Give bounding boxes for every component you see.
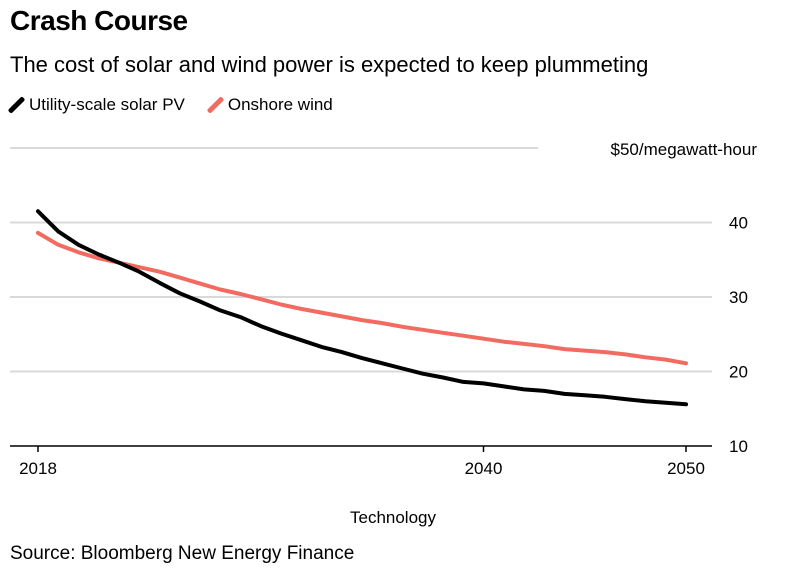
y-tick-label-10: 10 [729,437,748,456]
series-line-solar [36,209,688,407]
gridlines [10,147,712,373]
y-unit-label: $50/megawatt-hour [611,140,758,159]
y-tick-label-30: 30 [729,288,748,307]
legend-label-solar: Utility-scale solar PV [29,95,185,114]
chart-subtitle: The cost of solar and wind power is expe… [10,52,649,77]
tick-labels: 2018 2040 2050 10 20 30 40 $50/megawatt-hour Tec… [19,140,757,527]
x-axis-title: Technology [350,508,437,527]
y-tick-label-20: 20 [729,363,748,382]
x-tick-label-2040: 2040 [465,459,503,478]
legend-item-solar: Utility-scale solar PV [7,95,185,115]
legend-swatch-wind [206,96,225,114]
legend-label-wind: Onshore wind [227,95,333,114]
chart-title: Crash Course [10,5,188,36]
axes [10,445,712,452]
source-note: Source: Bloomberg New Energy Finance [10,543,355,564]
legend: Utility-scale solar PV Onshore wind [7,95,361,115]
x-tick-label-2018: 2018 [19,459,57,478]
x-tick-label-2050: 2050 [667,459,705,478]
legend-item-wind: Onshore wind [206,95,333,115]
y-tick-label-40: 40 [729,214,748,233]
series-lines [36,209,688,407]
series-line-wind [36,230,688,366]
